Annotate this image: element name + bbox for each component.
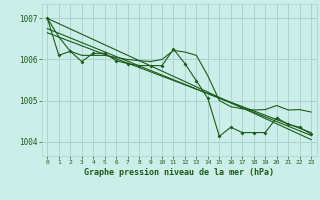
- X-axis label: Graphe pression niveau de la mer (hPa): Graphe pression niveau de la mer (hPa): [84, 168, 274, 177]
